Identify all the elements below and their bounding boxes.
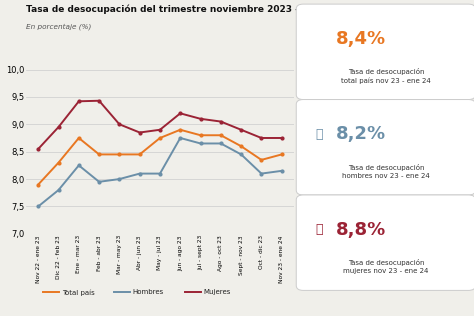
Text: Hombres: Hombres [133,289,164,295]
Text: Tasa de desocupación
mujeres nov 23 - ene 24: Tasa de desocupación mujeres nov 23 - en… [343,259,428,274]
Text: Mujeres: Mujeres [204,289,231,295]
Text: 8,2%: 8,2% [336,125,386,143]
Text: 👤: 👤 [315,128,323,141]
Text: 8,8%: 8,8% [336,221,386,239]
Text: En porcentaje (%): En porcentaje (%) [26,24,91,30]
Text: 👤: 👤 [315,223,323,236]
Text: 8,4%: 8,4% [336,30,386,48]
Bar [310,45,328,53]
Bar [310,36,317,45]
Text: Tasa de desocupación
hombres nov 23 - ene 24: Tasa de desocupación hombres nov 23 - en… [342,164,430,179]
Text: Tasa de desocupación
total país nov 23 - ene 24: Tasa de desocupación total país nov 23 -… [341,68,431,84]
Text: ★: ★ [310,37,317,43]
Bar [317,36,328,45]
Text: Tasa de desocupación del trimestre noviembre 2023 - enero 2024: Tasa de desocupación del trimestre novie… [26,5,360,14]
Text: Total país: Total país [62,289,94,295]
